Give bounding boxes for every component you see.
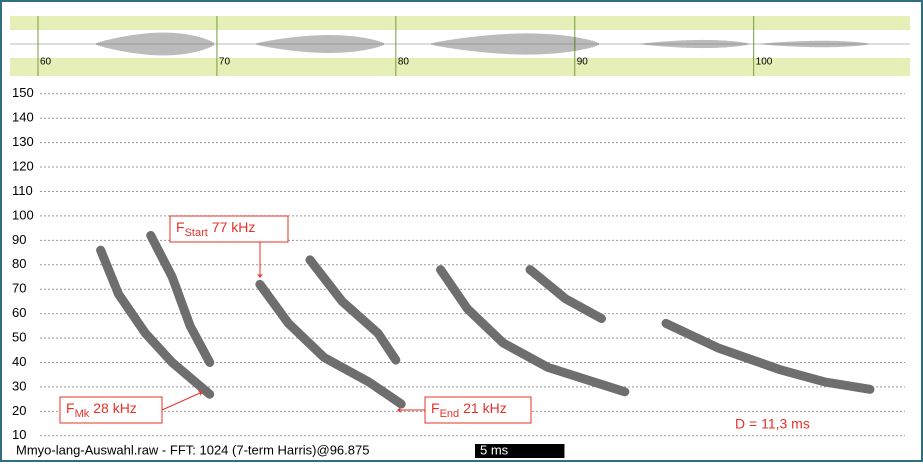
y-tick-label: 80 <box>12 256 26 271</box>
footer-text: Mmyo-lang-Auswahl.raw - FFT: 1024 (7-ter… <box>16 442 369 457</box>
annotation-arrowhead <box>197 390 203 397</box>
call-trace <box>661 318 875 394</box>
annotation-box <box>169 215 289 243</box>
annotation-symbol: F <box>176 219 185 235</box>
y-tick-label: 130 <box>12 134 34 149</box>
y-tick-label: 110 <box>12 183 33 198</box>
y-tick-label: 20 <box>12 403 26 418</box>
x-tick-label: 100 <box>756 57 773 68</box>
x-tick-label: 60 <box>40 57 52 68</box>
annotation-text: 28 kHz <box>93 400 137 416</box>
waveform-envelope <box>761 40 869 48</box>
waveform-envelope <box>256 35 384 53</box>
annotation-label: FEnd 21 kHz <box>431 400 507 420</box>
waveform-envelope <box>431 33 599 55</box>
call-trace <box>436 265 630 397</box>
plot: 60 70 80 90 100 10 20 30 40 50 60 70 80 90 100 110 120 13… <box>12 16 905 442</box>
waveform-envelope <box>96 32 214 56</box>
annotation-symbol: F <box>66 400 75 416</box>
annotation-subscript: Start <box>185 227 208 239</box>
scale-bar-label: 5 ms <box>480 442 509 457</box>
annotation-symbol: F <box>431 400 440 416</box>
annotation-arrowhead <box>397 407 401 413</box>
y-tick-label: 70 <box>12 281 26 296</box>
call-trace <box>146 230 215 367</box>
y-tick-label: 40 <box>12 354 26 369</box>
y-tick-label: 150 <box>12 85 34 100</box>
call-trace <box>255 279 406 409</box>
waveform-envelope <box>641 39 749 49</box>
y-tick-label: 60 <box>12 305 26 320</box>
annotation-arrowhead <box>257 274 263 278</box>
scale-bar <box>475 444 565 458</box>
y-tick-label: 50 <box>12 330 26 345</box>
waveform <box>96 32 869 56</box>
x-tick-label: 80 <box>398 57 410 68</box>
annotation-label: FMk 28 kHz <box>66 400 137 420</box>
y-tick-label: 140 <box>12 110 34 125</box>
y-tick-label: 120 <box>12 158 34 173</box>
annotation-arrow <box>161 392 201 411</box>
annotation-subscript: Mk <box>75 408 90 420</box>
y-tick-label: 30 <box>12 378 26 393</box>
y-tick-label: 10 <box>12 427 26 442</box>
annotation-subscript: End <box>440 408 460 420</box>
duration-label: D = 11,3 ms <box>735 416 810 432</box>
y-tick-label: 100 <box>12 207 34 222</box>
y-tick-label: 90 <box>12 232 26 247</box>
annotation-label: FStart 77 kHz <box>176 219 255 239</box>
footer-bar <box>10 440 910 460</box>
annotation-box <box>424 396 532 424</box>
x-tick-label: 70 <box>219 57 231 68</box>
call-trace <box>525 265 607 324</box>
call-trace <box>305 255 401 365</box>
x-tick-label: 90 <box>577 57 589 68</box>
call-trace <box>96 245 215 399</box>
annotation-text: 21 kHz <box>463 400 507 416</box>
annotation-text: 77 kHz <box>212 219 256 235</box>
